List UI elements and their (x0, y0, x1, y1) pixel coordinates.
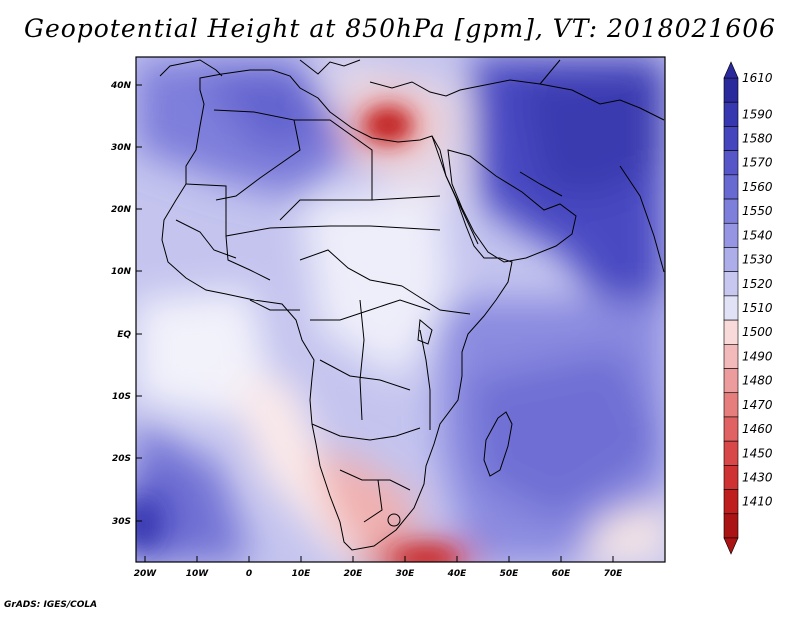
lon-label: 70E (604, 569, 624, 579)
lat-label: 20N (111, 205, 132, 215)
colorbar-label: 1590 (742, 107, 773, 121)
height-field (136, 57, 665, 562)
colorbar-label: 1540 (742, 228, 773, 242)
colorbar-swatch (723, 271, 739, 297)
lon-label: 20E (344, 569, 364, 579)
colorbar-swatch (723, 150, 739, 176)
colorbar-swatch (723, 198, 739, 224)
lat-label: 30S (112, 517, 131, 527)
colorbar-label: 1430 (742, 470, 773, 484)
colorbar-label: 1450 (742, 446, 773, 460)
lat-label: 30N (111, 143, 132, 153)
colorbar-swatch (723, 126, 739, 151)
colorbar-swatch (723, 77, 739, 103)
colorbar-swatch (723, 392, 739, 418)
colorbar-label: 1530 (742, 253, 773, 267)
lat-label: EQ (117, 330, 131, 340)
coastlines (159, 59, 665, 551)
lat-label: 10S (112, 392, 131, 402)
lat-label: 20S (112, 454, 131, 464)
colorbar-swatch (723, 368, 739, 394)
colorbar-label: 1560 (742, 180, 773, 194)
colorbar-label: 1580 (742, 132, 773, 146)
colorbar-swatch (723, 344, 739, 369)
colorbar-swatch (723, 416, 739, 442)
colorbar: 1610 1590 1580 1570 1560 1550 1540 1530 1520 1510… (723, 61, 773, 555)
axis-ticks (136, 84, 614, 562)
lon-label: 0 (246, 569, 252, 579)
colorbar-swatch (723, 295, 739, 321)
lon-label: 10W (186, 569, 210, 579)
colorbar-swatch (723, 101, 739, 127)
latitude-labels: 40N 30N 20N 10N EQ 10S 20S 30S (110, 81, 132, 527)
colorbar-swatch (723, 247, 739, 272)
lon-label: 30E (396, 569, 416, 579)
colorbar-swatch (723, 222, 739, 248)
colorbar-label: 1410 (742, 495, 773, 509)
colorbar-label: 1520 (742, 277, 773, 291)
lat-label: 40N (110, 81, 132, 91)
lon-label: 10E (292, 569, 312, 579)
colorbar-swatch (723, 465, 739, 490)
colorbar-label: 1610 (742, 71, 773, 85)
longitude-labels: 20W 10W 0 10E 20E 30E 40E 50E 60E 70E (134, 569, 623, 579)
lon-label: 40E (447, 569, 468, 579)
colorbar-swatch (723, 174, 739, 200)
lon-label: 50E (500, 569, 520, 579)
colorbar-bottom-arrow (723, 537, 739, 555)
colorbar-label: 1510 (742, 301, 773, 315)
colorbar-top-arrow (723, 61, 739, 79)
colorbar-label: 1480 (742, 374, 773, 388)
colorbar-swatch (723, 513, 739, 539)
colorbar-swatch (723, 440, 739, 466)
colorbar-label: 1470 (742, 398, 773, 412)
lat-label: 10N (111, 267, 132, 277)
colorbar-label: 1460 (742, 422, 773, 436)
lon-label: 60E (552, 569, 572, 579)
grads-credit: GrADS: IGES/COLA (4, 600, 98, 610)
colorbar-label: 1550 (742, 204, 773, 218)
colorbar-label: 1490 (742, 349, 773, 363)
lon-label: 20W (134, 569, 158, 579)
colorbar-swatch (723, 319, 739, 345)
plot-border (135, 56, 666, 563)
colorbar-swatch (723, 489, 739, 515)
colorbar-label: 1570 (742, 156, 773, 170)
map-title: Geopotential Height at 850hPa [gpm], VT:… (23, 14, 777, 43)
colorbar-label: 1500 (742, 325, 773, 339)
